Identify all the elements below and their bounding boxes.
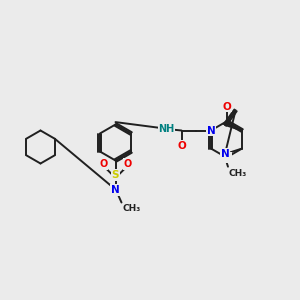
Text: O: O: [123, 159, 132, 169]
Text: O: O: [177, 140, 186, 151]
Text: S: S: [112, 170, 119, 180]
Text: N: N: [206, 125, 215, 136]
Text: CH₃: CH₃: [229, 169, 247, 178]
Text: NH: NH: [158, 124, 175, 134]
Text: N: N: [220, 149, 229, 159]
Text: CH₃: CH₃: [122, 204, 140, 213]
Text: O: O: [222, 101, 231, 112]
Text: N: N: [111, 185, 120, 195]
Text: O: O: [99, 159, 108, 169]
Text: N: N: [222, 152, 231, 163]
